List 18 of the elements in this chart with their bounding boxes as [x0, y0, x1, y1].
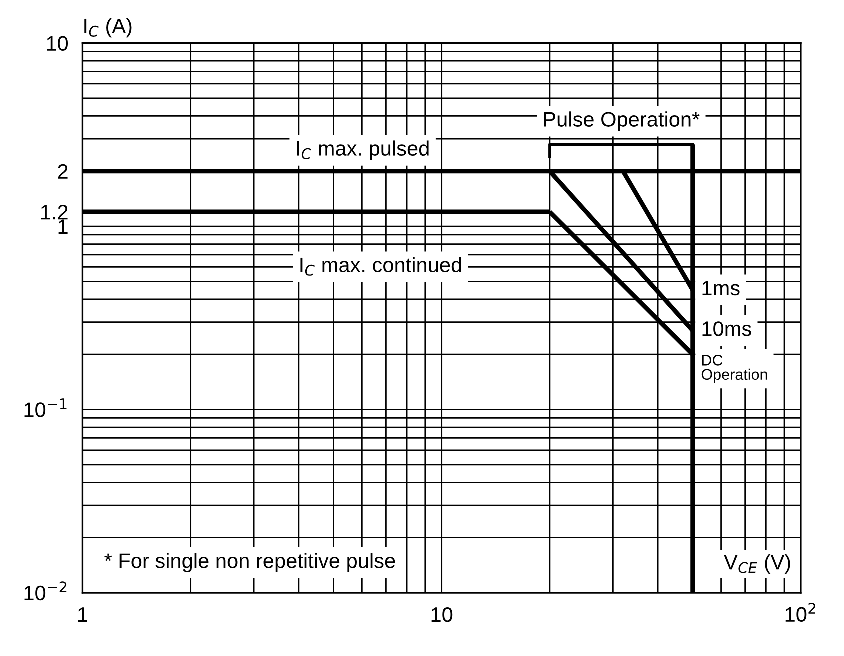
y-tick-label: 1: [58, 220, 68, 234]
y-tick-label: 10$^{−1}$: [24, 398, 67, 418]
series-label: 1ms: [702, 281, 740, 296]
y-tick-label: 1.2: [41, 205, 68, 220]
y-axis-title: I$_{C}$ (A): [84, 18, 132, 38]
series-label: 10ms: [702, 322, 752, 336]
annotation: Pulse Operation*: [544, 112, 700, 132]
y-tick-label: 2: [58, 164, 68, 179]
y-tick-label: 10: [47, 36, 68, 52]
annotation: I$_{C}$ max. pulsed: [297, 140, 429, 160]
x-tick-label: 10$^{2}$: [786, 603, 816, 622]
x-tick-label: 10: [432, 607, 453, 622]
annotation: I$_{C}$ max. continued: [300, 257, 462, 276]
x-tick-label: 1: [78, 608, 88, 622]
annotation: * For single non repetitive pulse: [104, 553, 396, 572]
y-tick-label: 10$^{−2}$: [24, 582, 67, 601]
series-label: DC Operation: [702, 355, 768, 384]
x-axis-title: V$_{CE}$ (V): [724, 554, 790, 574]
